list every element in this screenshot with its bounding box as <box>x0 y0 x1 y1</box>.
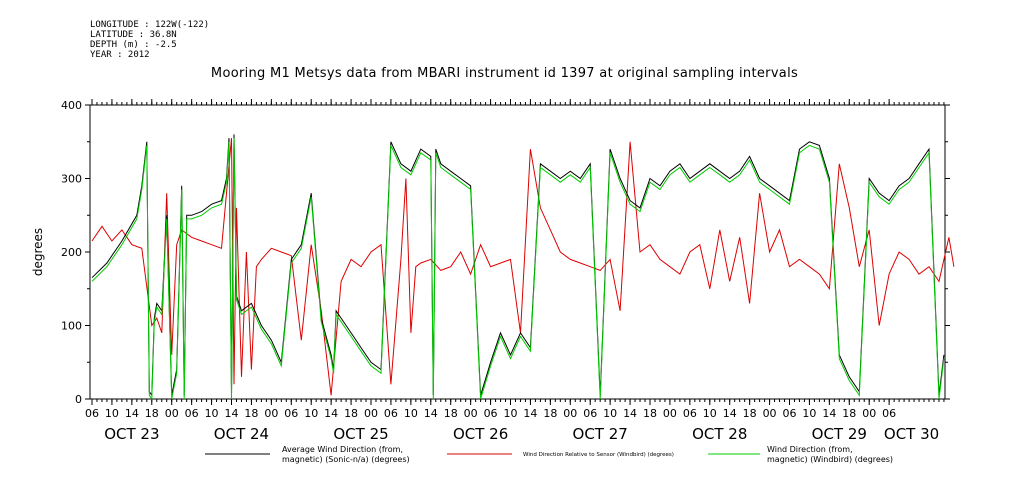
x-tick-label: 18 <box>344 407 358 420</box>
x-tick-label: 14 <box>125 407 139 420</box>
legend-label-green-1: Wind Direction (from, <box>767 445 853 454</box>
x-tick-label: 10 <box>603 407 617 420</box>
y-tick-label: 100 <box>61 320 82 333</box>
x-tick-label: 14 <box>324 407 338 420</box>
x-tick-label: 00 <box>464 407 478 420</box>
x-tick-label: 18 <box>543 407 557 420</box>
year-text: YEAR : 2012 <box>90 50 150 60</box>
x-tick-label: 10 <box>404 407 418 420</box>
x-tick-label: 00 <box>563 407 577 420</box>
x-tick-label: 06 <box>583 407 597 420</box>
x-tick-label: 18 <box>743 407 757 420</box>
x-tick-label: 00 <box>264 407 278 420</box>
x-tick-label: 14 <box>623 407 637 420</box>
x-tick-label: 14 <box>723 407 737 420</box>
legend-label-black-1: Average Wind Direction (from, <box>282 445 403 454</box>
x-tick-label: 14 <box>822 407 836 420</box>
x-tick-label: 10 <box>205 407 219 420</box>
x-tick-label: 14 <box>225 407 239 420</box>
y-axis-label: degrees <box>31 228 45 276</box>
x-tick-label: 10 <box>703 407 717 420</box>
day-label: OCT 29 <box>812 425 867 443</box>
series-line-green <box>91 138 945 401</box>
x-tick-label: 10 <box>802 407 816 420</box>
series-line-black <box>91 134 945 397</box>
metadata-block: LONGITUDE : 122W(-122) LATITUDE : 36.8N … <box>90 20 209 60</box>
x-tick-label: 06 <box>783 407 797 420</box>
x-tick-label: 10 <box>105 407 119 420</box>
legend-label-black-2: magnetic) (Sonic-n/a) (degrees) <box>282 455 410 464</box>
y-tick-label: 300 <box>61 173 82 186</box>
x-tick-label: 18 <box>643 407 657 420</box>
legend-label-red-1: Wind Direction Relative to Sensor (Windb… <box>523 452 674 458</box>
y-tick-label: 200 <box>61 246 82 259</box>
depth-text: DEPTH (m) : -2.5 <box>90 40 177 50</box>
x-tick-label: 06 <box>185 407 199 420</box>
series-line-red <box>91 138 955 396</box>
series-group <box>91 134 955 401</box>
axis-ticks: 0 100 200 300 400 06 10 14 18 00 06 10 14 18 00 06 10 14 1… <box>61 99 950 443</box>
legend-label-green-2: magnetic) (Windbird) (degrees) <box>767 455 893 464</box>
x-tick-label: 00 <box>763 407 777 420</box>
x-tick-label: 18 <box>244 407 258 420</box>
day-label: OCT 28 <box>692 425 747 443</box>
x-tick-label: 06 <box>85 407 99 420</box>
y-tick-label: 400 <box>61 99 82 112</box>
day-label: OCT 26 <box>453 425 508 443</box>
x-tick-label: 00 <box>165 407 179 420</box>
x-tick-label: 10 <box>304 407 318 420</box>
x-tick-label: 18 <box>145 407 159 420</box>
longitude-text: LONGITUDE : 122W(-122) <box>90 20 210 30</box>
x-tick-label: 06 <box>284 407 298 420</box>
chart-title: Mooring M1 Metsys data from MBARI instru… <box>210 66 799 81</box>
x-tick-label: 10 <box>504 407 518 420</box>
day-label: OCT 30 <box>884 425 939 443</box>
x-tick-label: 14 <box>424 407 438 420</box>
y-tick-label: 0 <box>75 393 82 406</box>
x-tick-label: 06 <box>384 407 398 420</box>
plot-frame <box>89 104 946 400</box>
x-tick-label: 06 <box>484 407 498 420</box>
day-label: OCT 23 <box>104 425 159 443</box>
x-tick-label: 00 <box>663 407 677 420</box>
day-label: OCT 25 <box>333 425 388 443</box>
x-tick-label: 06 <box>882 407 896 420</box>
x-tick-label: 00 <box>862 407 876 420</box>
x-tick-label: 18 <box>842 407 856 420</box>
x-tick-label: 18 <box>444 407 458 420</box>
x-tick-label: 00 <box>364 407 378 420</box>
latitude-text: LATITUDE : 36.8N <box>90 30 177 40</box>
legend: Average Wind Direction (from, magnetic) … <box>205 445 893 464</box>
day-label: OCT 24 <box>214 425 269 443</box>
x-tick-label: 14 <box>523 407 537 420</box>
day-label: OCT 27 <box>573 425 628 443</box>
x-tick-label: 06 <box>683 407 697 420</box>
